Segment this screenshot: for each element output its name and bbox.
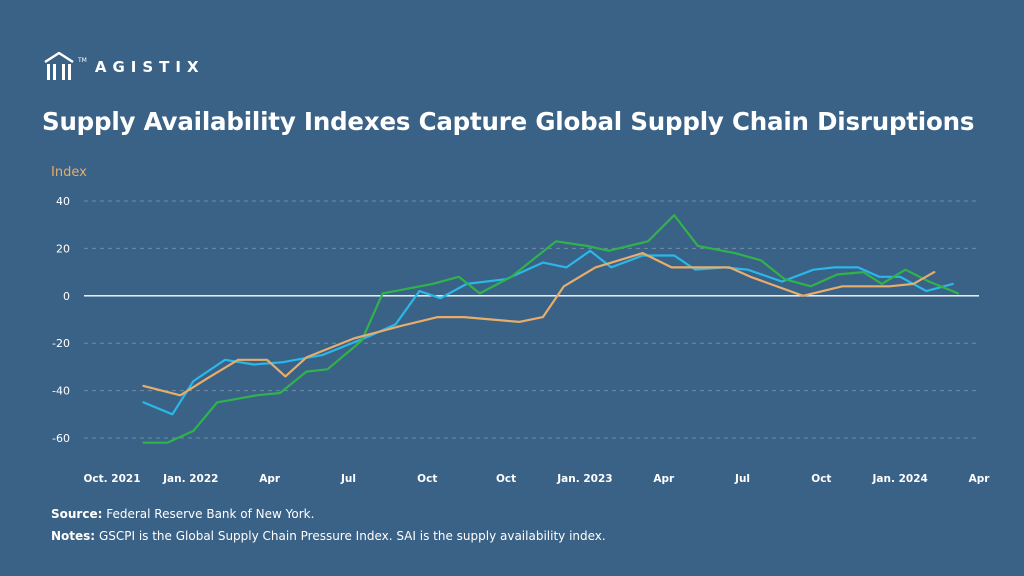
brand-name: AGISTIX <box>94 58 205 76</box>
x-tick-label: Jul <box>734 473 750 485</box>
source-label: Source: <box>51 507 103 521</box>
x-tick-label: Apr <box>259 473 281 485</box>
source-note: Source: Federal Reserve Bank of New York… <box>51 507 314 521</box>
chart-series <box>142 214 960 444</box>
notes-label: Notes: <box>51 529 96 543</box>
page-title: Supply Availability Indexes Capture Glob… <box>42 107 975 136</box>
x-tick-label: Oct <box>496 473 516 485</box>
x-tick-label: Oct <box>811 473 831 485</box>
x-tick-label: Jan. 2022 <box>162 473 218 485</box>
source-text: Federal Reserve Bank of New York. <box>106 507 315 521</box>
x-tick-label: Jan. 2024 <box>872 473 928 485</box>
x-tick-label: Jul <box>340 473 356 485</box>
x-tick-label: Apr <box>969 473 991 485</box>
y-tick-label: -60 <box>52 432 70 445</box>
series-line-3 <box>142 252 936 397</box>
x-axis-ticks: Oct. 2021 Jan. 2022 Apr Jul Oct Oct Jan. 2023 A… <box>83 473 990 485</box>
y-axis-ticks: 40 20 0 -20 -40 -60 <box>52 195 70 445</box>
brand-tm: TM <box>78 56 87 64</box>
x-tick-label: Oct. 2021 <box>83 473 140 485</box>
y-tick-label: -40 <box>52 385 70 398</box>
x-tick-label: Apr <box>653 473 675 485</box>
agistix-logo-icon <box>44 51 74 80</box>
y-tick-label: 40 <box>56 195 70 208</box>
notes-text: GSCPI is the Global Supply Chain Pressur… <box>98 529 606 543</box>
series-line-1 <box>142 249 954 416</box>
x-tick-label: Oct <box>417 473 437 485</box>
chart-grid <box>84 200 979 439</box>
notes-note: Notes: GSCPI is the Global Supply Chain … <box>51 529 606 543</box>
y-tick-label: 0 <box>63 290 70 303</box>
series-line-2 <box>142 214 960 444</box>
x-tick-label: Jan. 2023 <box>556 473 612 485</box>
y-tick-label: 20 <box>56 242 70 255</box>
brand-logo: TM AGISTIX <box>42 50 205 84</box>
y-tick-label: -20 <box>52 337 70 350</box>
y-axis-label: Index <box>51 165 87 180</box>
